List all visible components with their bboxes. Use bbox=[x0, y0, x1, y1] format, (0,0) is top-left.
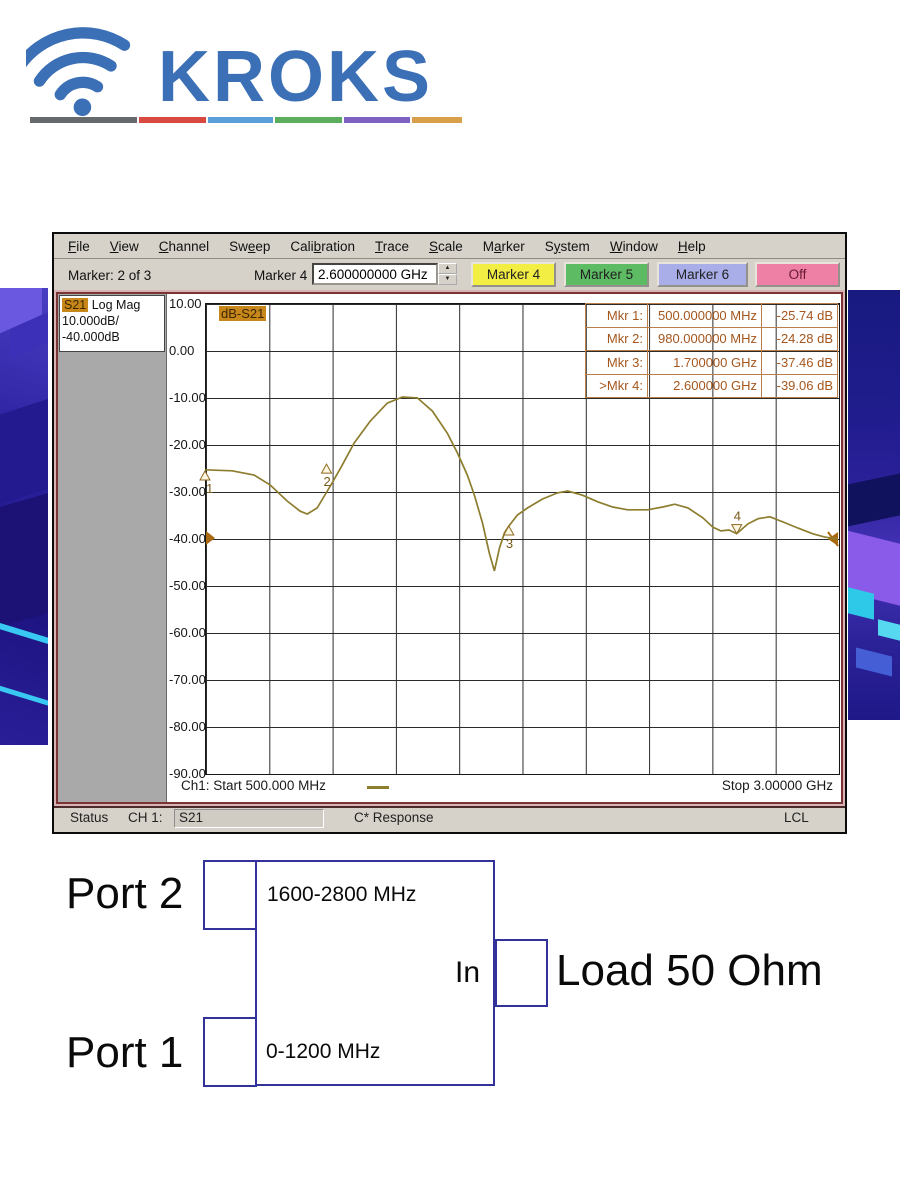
y-axis-label: 0.00 bbox=[169, 343, 195, 358]
diplexer-body bbox=[255, 860, 495, 1086]
menu-item-trace[interactable]: Trace bbox=[374, 238, 409, 254]
marker-count-status: Marker: 2 of 3 bbox=[68, 268, 152, 283]
y-axis-label: -70.00 bbox=[169, 672, 206, 687]
trace-color-key-icon bbox=[367, 786, 389, 789]
port2-connector bbox=[203, 860, 257, 930]
s-parameter-badge: S21 bbox=[62, 298, 89, 312]
y-axis-label: -40.00 bbox=[169, 531, 206, 546]
right-background-art bbox=[848, 290, 900, 720]
marker-4-button[interactable]: Marker 4 bbox=[471, 262, 556, 287]
trace-svg: 1 2 3 4 bbox=[199, 396, 839, 572]
menu-item-system[interactable]: System bbox=[544, 238, 590, 254]
trace-ref-level: -40.000dB bbox=[62, 330, 120, 344]
y-axis-label: -90.00 bbox=[169, 766, 206, 781]
marker-off-button[interactable]: Off bbox=[755, 262, 840, 287]
port1-connector bbox=[203, 1017, 257, 1087]
channel-label: CH 1: bbox=[128, 810, 163, 825]
s21-trace bbox=[204, 396, 839, 572]
logo-underline bbox=[30, 117, 462, 123]
menu-item-calibration[interactable]: Calibration bbox=[290, 238, 355, 254]
in-label: In bbox=[455, 956, 481, 989]
marker-1-icon bbox=[199, 469, 211, 481]
marker-2-number: 2 bbox=[324, 474, 331, 489]
spin-down-icon[interactable]: ▼ bbox=[438, 274, 457, 285]
menu-item-view[interactable]: View bbox=[109, 238, 139, 254]
status-label: Status bbox=[70, 810, 109, 825]
correction-status: C* Response bbox=[354, 810, 434, 825]
lowband-range-label: 0-1200 MHz bbox=[266, 1040, 381, 1063]
marker-5-button[interactable]: Marker 5 bbox=[564, 262, 649, 287]
channel-sparam-box: S21 bbox=[174, 809, 324, 828]
vna-window: File View Channel Sweep Calibration Trace Scal… bbox=[52, 232, 847, 834]
highband-range-label: 1600-2800 MHz bbox=[267, 883, 417, 906]
menu-bar: File View Channel Sweep Calibration Trace Scal… bbox=[54, 234, 845, 259]
brand-name: KROKS bbox=[158, 37, 434, 117]
marker-3-icon bbox=[502, 525, 515, 536]
sweep-start-label: Ch1: Start 500.000 MHz bbox=[181, 778, 326, 793]
menu-item-file[interactable]: File bbox=[68, 238, 90, 254]
grid bbox=[205, 303, 840, 775]
sweep-stop-label: Stop 3.00000 GHz bbox=[721, 778, 833, 793]
menu-item-window[interactable]: Window bbox=[609, 238, 658, 254]
y-axis-label: -60.00 bbox=[169, 625, 206, 640]
logo-underline-segment bbox=[30, 117, 138, 123]
y-axis-label: -80.00 bbox=[169, 719, 206, 734]
trace-settings-panel: S21 Log Mag 10.000dB/ -40.000dB bbox=[58, 294, 167, 802]
y-axis-label: -50.00 bbox=[169, 578, 206, 593]
lcl-indicator: LCL bbox=[784, 810, 809, 825]
input-connector bbox=[495, 939, 548, 1007]
sweep-range-footer: Ch1: Start 500.000 MHz Stop 3.00000 GHz bbox=[167, 778, 841, 798]
marker-4-icon bbox=[730, 524, 743, 535]
logo-underline-segment bbox=[207, 117, 274, 123]
marker-toolbar: Marker: 2 of 3 Marker 4 ▲ ▼ Marker 4 Mar… bbox=[54, 259, 845, 292]
logo-underline-segment bbox=[343, 117, 411, 123]
y-axis-label: -30.00 bbox=[169, 484, 206, 499]
kroks-logo: KROKS bbox=[0, 0, 520, 140]
status-separator bbox=[54, 806, 845, 808]
trace-format: Log Mag bbox=[88, 298, 141, 312]
logo-underline-segment bbox=[139, 117, 206, 123]
marker-6-button[interactable]: Marker 6 bbox=[657, 262, 748, 287]
menu-item-sweep[interactable]: Sweep bbox=[229, 238, 271, 254]
spin-up-icon[interactable]: ▲ bbox=[438, 263, 457, 274]
graph-area: 10.00 0.00 -10.00 -20.00 -30.00 -40.00 -50.00 -… bbox=[167, 294, 841, 802]
marker-frequency-input[interactable] bbox=[312, 263, 438, 285]
port2-label: Port 2 bbox=[66, 869, 184, 918]
marker-4-number: 4 bbox=[734, 509, 741, 524]
status-bar: Status CH 1: S21 C* Response LCL bbox=[54, 809, 845, 830]
logo-underline-segment bbox=[275, 117, 342, 123]
trace-scale: 10.000dB/ bbox=[62, 314, 119, 328]
menu-item-help[interactable]: Help bbox=[677, 238, 706, 254]
active-marker-label: Marker 4 bbox=[254, 268, 308, 283]
y-axis-label: -20.00 bbox=[169, 437, 206, 452]
trace-info-box: S21 Log Mag 10.000dB/ -40.000dB bbox=[59, 295, 165, 352]
trace-badge: dB-S21 bbox=[219, 306, 267, 321]
y-axis-label: -10.00 bbox=[169, 390, 206, 405]
menu-item-scale[interactable]: Scale bbox=[428, 238, 463, 254]
wifi-icon bbox=[26, 27, 131, 117]
menu-item-marker[interactable]: Marker bbox=[482, 238, 525, 254]
marker-frequency-stepper[interactable]: ▲ ▼ bbox=[438, 263, 457, 285]
marker-3-number: 3 bbox=[506, 536, 513, 551]
ref-level-arrow bbox=[206, 531, 215, 545]
marker-1-number: 1 bbox=[206, 481, 213, 496]
marker-2-icon bbox=[320, 463, 333, 474]
left-background-art bbox=[0, 288, 48, 745]
load-label: Load 50 Ohm bbox=[556, 946, 823, 995]
menu-item-channel[interactable]: Channel bbox=[158, 238, 210, 254]
logo-underline-segment bbox=[412, 117, 462, 123]
measurement-display: S21 Log Mag 10.000dB/ -40.000dB 10.00 0.0… bbox=[54, 290, 845, 806]
port1-label: Port 1 bbox=[66, 1028, 184, 1077]
y-axis-label: 10.00 bbox=[169, 296, 202, 311]
